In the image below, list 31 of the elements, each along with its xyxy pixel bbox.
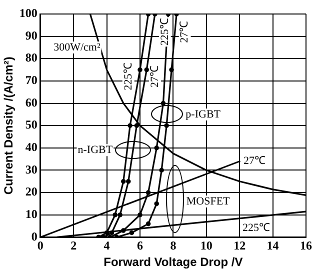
x-tick-label: 4 bbox=[104, 238, 110, 252]
annotation: 27℃ bbox=[148, 65, 161, 88]
annotation: 27℃ bbox=[244, 155, 266, 168]
y-tick-label: 70 bbox=[25, 73, 38, 88]
y-axis-title: Current Density /(A/cm²) bbox=[2, 56, 16, 195]
annotation: 225℃ bbox=[242, 222, 270, 234]
y-tick-label: 10 bbox=[25, 206, 38, 221]
annotation: 225℃ bbox=[122, 62, 134, 90]
y-tick-label: 60 bbox=[25, 95, 38, 110]
y-tick-label: 80 bbox=[25, 50, 38, 65]
y-tick-label: 40 bbox=[25, 140, 38, 154]
y-tick-label: 50 bbox=[25, 118, 38, 132]
x-tick-label: 14 bbox=[266, 238, 279, 252]
y-tick-label: 30 bbox=[25, 162, 38, 176]
y-tick-label: 20 bbox=[25, 184, 38, 199]
x-tick-label: 6 bbox=[137, 238, 143, 252]
x-tick-label: 8 bbox=[170, 238, 176, 252]
y-tick-label: 90 bbox=[25, 28, 38, 42]
y-tick-label: 100 bbox=[19, 6, 38, 20]
annotation: MOSFET bbox=[186, 195, 230, 208]
annotation: p-IGBT bbox=[186, 108, 221, 120]
x-axis-title: Forward Voltage Drop /V bbox=[104, 255, 243, 270]
annotation: n-IGBT bbox=[78, 144, 113, 156]
annotation: 225℃ bbox=[158, 18, 171, 46]
x-tick-label: 10 bbox=[200, 238, 212, 252]
x-tick-label: 12 bbox=[234, 238, 246, 252]
x-tick-label: 16 bbox=[300, 238, 312, 252]
annotation: 27℃ bbox=[178, 20, 191, 43]
x-tick-label: 2 bbox=[70, 238, 77, 252]
y-tick-label: 0 bbox=[31, 229, 38, 244]
annotation: 300W/cm² bbox=[54, 41, 101, 54]
